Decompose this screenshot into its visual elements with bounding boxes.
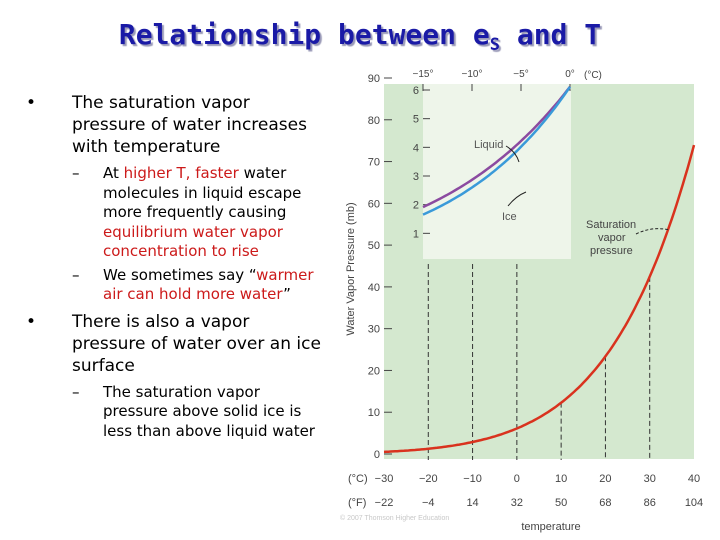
x-tick-label-f: 104 bbox=[685, 497, 703, 509]
inset-x-tick-label: 0° bbox=[565, 69, 575, 80]
inset-y-tick-label: 5 bbox=[413, 114, 419, 126]
inset-y-tick-label: 2 bbox=[413, 200, 419, 212]
ice-arrow bbox=[507, 191, 527, 207]
slide-title: Relationship between eS and T bbox=[118, 18, 602, 55]
y-tick-label: 50 bbox=[368, 240, 380, 252]
sub-bullet-item: – The saturation vapor pressure above sol… bbox=[72, 382, 315, 440]
x-tick-label-c: 10 bbox=[555, 473, 567, 485]
x-tick-label-f: 68 bbox=[599, 497, 611, 509]
inset-y-axis: 1 2 3 4 5 6 bbox=[413, 85, 430, 240]
y-tick-label: 90 bbox=[368, 73, 380, 85]
y-tick-label: 10 bbox=[368, 407, 380, 419]
bullet-list: • The saturation vapor pressure of water … bbox=[26, 92, 326, 445]
inset-y-tick-label: 4 bbox=[413, 142, 419, 154]
bullet-item: • The saturation vapor pressure of water … bbox=[26, 93, 307, 157]
inset-x-unit: (°C) bbox=[584, 70, 602, 81]
x-tick-label-f: −22 bbox=[375, 497, 394, 509]
curve-label-3: pressure bbox=[590, 245, 633, 257]
liquid-label: Liquid bbox=[474, 139, 503, 151]
curve-label-2: vapor bbox=[598, 232, 626, 244]
saturation-curve bbox=[383, 144, 696, 454]
y-axis: 0 10 20 30 40 50 60 70 80 90 bbox=[368, 73, 392, 461]
x-axis: −30 −22 −20 −4 −10 14 0 32 10 50 20 68 30 86 40 104 bbox=[375, 473, 704, 509]
x-tick-label-c: 20 bbox=[599, 473, 611, 485]
x-tick-label-f: 86 bbox=[644, 497, 656, 509]
inset-y-tick-label: 1 bbox=[413, 228, 419, 240]
ice-label: Ice bbox=[502, 211, 517, 223]
x-tick-label-f: −4 bbox=[422, 497, 435, 509]
y-tick-label: 30 bbox=[368, 324, 380, 336]
y-tick-label: 80 bbox=[368, 115, 380, 127]
bullet-item: • There is also a vapor pressure of water… bbox=[26, 311, 321, 376]
x-unit-fahrenheit: (°F) bbox=[348, 497, 366, 509]
y-tick-label: 70 bbox=[368, 157, 380, 169]
x-axis-label: temperature bbox=[521, 521, 580, 533]
x-tick-label-f: 50 bbox=[555, 497, 567, 509]
liquid-curve bbox=[422, 86, 571, 209]
inset-y-tick-label: 6 bbox=[413, 85, 419, 97]
x-tick-label-c: −20 bbox=[419, 473, 438, 485]
inset-x-tick-label: −15° bbox=[413, 69, 434, 80]
x-tick-label-f: 14 bbox=[466, 497, 478, 509]
x-tick-label-c: 0 bbox=[514, 473, 520, 485]
inset-x-tick-label: −10° bbox=[462, 69, 483, 80]
inset-y-tick-label: 3 bbox=[413, 171, 419, 183]
y-tick-label: 40 bbox=[368, 282, 380, 294]
inset-x-tick-label: −5° bbox=[513, 69, 528, 80]
x-tick-label-c: 40 bbox=[688, 473, 700, 485]
x-unit-celsius: (°C) bbox=[348, 473, 368, 485]
liquid-arrow bbox=[505, 145, 520, 163]
y-axis-label: Water Vapor Pressure (mb) bbox=[345, 202, 357, 335]
curve-label-arrow bbox=[635, 228, 671, 235]
y-tick-label: 60 bbox=[368, 198, 380, 210]
credit-text: © 2007 Thomson Higher Education bbox=[340, 514, 449, 522]
sub-bullet-item: – We sometimes say “warmer air can hold m… bbox=[72, 265, 314, 304]
x-tick-label-c: 30 bbox=[644, 473, 656, 485]
x-tick-label-c: −30 bbox=[375, 473, 394, 485]
ice-curve bbox=[422, 86, 572, 216]
x-tick-label-c: −10 bbox=[463, 473, 482, 485]
sub-bullet-item: – At higher T, faster water molecules in … bbox=[72, 164, 302, 260]
y-tick-label: 0 bbox=[374, 449, 380, 461]
inset-panel bbox=[423, 84, 571, 259]
curve-label-1: Saturation bbox=[586, 219, 636, 231]
x-tick-label-f: 32 bbox=[511, 497, 523, 509]
y-tick-label: 20 bbox=[368, 365, 380, 377]
